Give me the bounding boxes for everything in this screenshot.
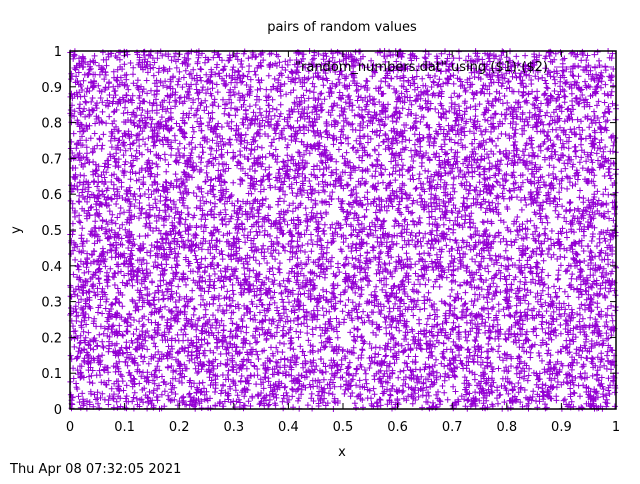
points-layer [67, 48, 619, 412]
data-point [608, 302, 615, 309]
chart-title: pairs of random values [267, 20, 417, 35]
x-tick-label: 0.4 [278, 420, 299, 435]
y-tick-label: 0.5 [41, 224, 62, 239]
data-point [229, 287, 236, 294]
y-tick-label: 0.9 [41, 81, 62, 96]
y-tick-label: 1 [54, 45, 62, 60]
x-tick-label: 0.2 [169, 420, 190, 435]
y-tick-label: 0.2 [41, 331, 62, 346]
y-tick-label: 0.4 [41, 260, 62, 275]
x-tick-label: 0.8 [496, 420, 517, 435]
y-axis-label: y [9, 226, 24, 234]
x-tick-label: 1 [612, 420, 620, 435]
x-tick-label: 0.3 [223, 420, 244, 435]
x-tick-label: 0.1 [114, 420, 135, 435]
y-tick-label: 0.6 [41, 188, 62, 203]
data-point [354, 217, 361, 224]
x-tick-label: 0.5 [333, 420, 354, 435]
data-points-cloud [67, 48, 619, 412]
timestamp: Thu Apr 08 07:32:05 2021 [10, 462, 182, 477]
x-tick-label: 0.9 [551, 420, 572, 435]
data-point [193, 81, 200, 88]
x-tick-label: 0.6 [387, 420, 408, 435]
x-axis-label: x [338, 445, 346, 460]
x-tick-label: 0.7 [442, 420, 463, 435]
y-tick-label: 0 [54, 403, 62, 418]
legend: "random_numbers.dat" using ($1):($2) [295, 60, 612, 75]
legend-label: "random_numbers.dat" using ($1):($2) [295, 60, 548, 75]
y-tick-label: 0.1 [41, 367, 62, 382]
x-tick-label: 0 [66, 420, 74, 435]
y-tick-label: 0.7 [41, 152, 62, 167]
y-tick-label: 0.8 [41, 117, 62, 132]
ticks-layer: 0 0.1 0.2 0.3 0.4 0.5 0.6 0.7 0.8 0.9 1 0 0.1 0.2 0.3 0… [41, 45, 620, 435]
data-point [281, 340, 288, 347]
y-tick-label: 0.3 [41, 296, 62, 311]
